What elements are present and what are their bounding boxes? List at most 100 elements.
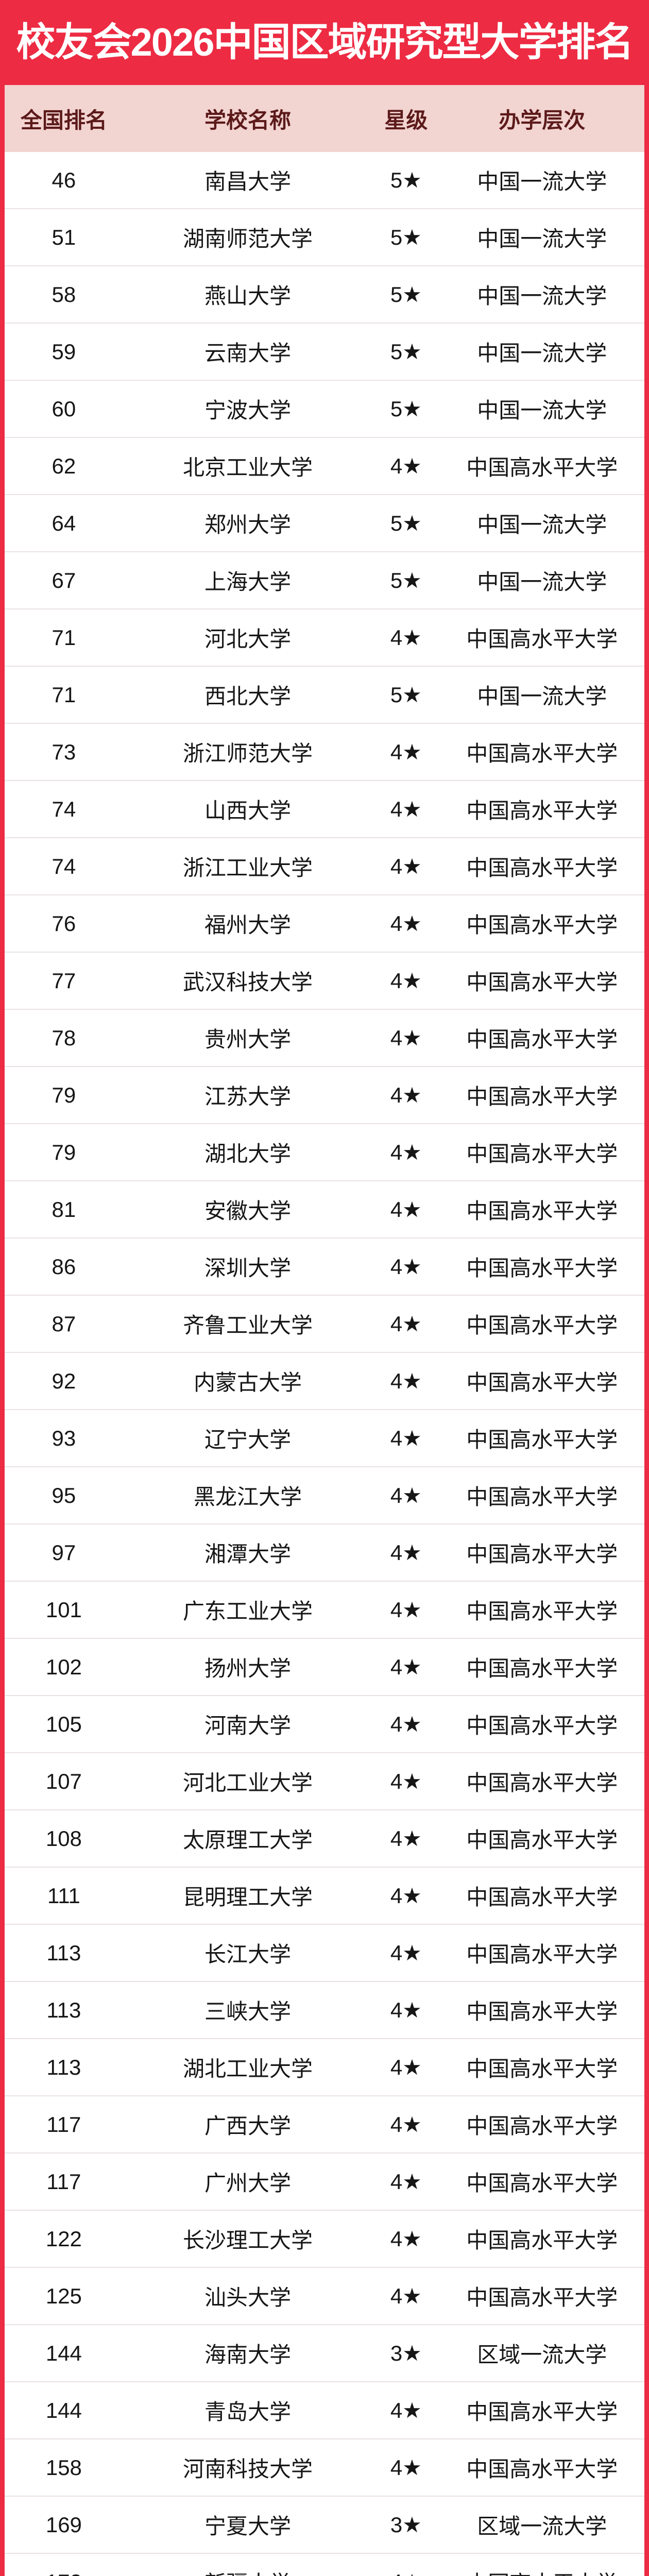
table-row: 169 宁夏大学 3★ 区域一流大学 xyxy=(5,2497,644,2554)
rank-cell: 117 xyxy=(46,2112,81,2137)
school-name-cell: 燕山大学 xyxy=(204,284,291,308)
rank-cell: 125 xyxy=(45,2283,82,2308)
star-rating-cell: 4★ xyxy=(390,454,422,478)
table-row: 74 浙江工业大学 4★ 中国高水平大学 xyxy=(5,838,644,895)
rank-cell: 79 xyxy=(52,1140,76,1164)
rank-cell: 62 xyxy=(52,453,76,478)
rank-cell: 113 xyxy=(46,1940,81,1965)
star-rating-cell: 4★ xyxy=(390,1712,422,1736)
level-cell: 中国一流大学 xyxy=(477,513,607,537)
rank-cell: 60 xyxy=(52,396,76,421)
star-rating-cell: 4★ xyxy=(390,1255,422,1279)
level-cell: 中国一流大学 xyxy=(477,684,607,708)
table-row: 102 扬州大学 4★ 中国高水平大学 xyxy=(5,1639,644,1696)
table-row: 111 昆明理工大学 4★ 中国高水平大学 xyxy=(5,1868,644,1925)
level-cell: 中国高水平大学 xyxy=(466,1656,618,1681)
table-row: 60 宁波大学 5★ 中国一流大学 xyxy=(5,381,644,438)
level-cell: 中国高水平大学 xyxy=(466,1942,618,1967)
table-row: 117 广西大学 4★ 中国高水平大学 xyxy=(5,2096,644,2154)
school-name-cell: 内蒙古大学 xyxy=(193,1370,302,1395)
rank-cell: 77 xyxy=(52,968,76,993)
table-row: 67 上海大学 5★ 中国一流大学 xyxy=(5,552,644,609)
school-name-cell: 广州大学 xyxy=(204,2171,291,2195)
table-row: 105 河南大学 4★ 中国高水平大学 xyxy=(5,1696,644,1753)
star-rating-cell: 5★ xyxy=(390,282,422,307)
level-cell: 中国一流大学 xyxy=(477,284,607,308)
school-name-cell: 北京工业大学 xyxy=(182,455,313,480)
star-rating-cell: 5★ xyxy=(390,568,422,592)
table-row: 62 北京工业大学 4★ 中国高水平大学 xyxy=(5,438,644,495)
table-row: 74 山西大学 4★ 中国高水平大学 xyxy=(5,781,644,838)
school-name-cell: 河北大学 xyxy=(204,627,291,651)
table-row: 76 福州大学 4★ 中国高水平大学 xyxy=(5,895,644,953)
table-row: 93 辽宁大学 4★ 中国高水平大学 xyxy=(5,1410,644,1467)
school-name-cell: 深圳大学 xyxy=(204,1256,291,1280)
rank-cell: 71 xyxy=(52,625,76,650)
school-name-cell: 河南科技大学 xyxy=(182,2457,313,2481)
level-cell: 中国高水平大学 xyxy=(466,2057,618,2081)
table-row: 71 西北大学 5★ 中国一流大学 xyxy=(5,667,644,724)
rank-cell: 78 xyxy=(52,1025,76,1050)
star-rating-cell: 4★ xyxy=(390,797,422,821)
school-name-cell: 上海大学 xyxy=(204,570,291,594)
level-cell: 中国高水平大学 xyxy=(466,1885,618,1909)
star-rating-cell: 5★ xyxy=(390,168,422,192)
school-name-cell: 海南大学 xyxy=(204,2343,291,2367)
level-cell: 区域一流大学 xyxy=(477,2343,607,2367)
school-name-cell: 长江大学 xyxy=(204,1942,291,1967)
rank-cell: 58 xyxy=(52,282,76,307)
rank-cell: 74 xyxy=(52,854,76,878)
star-rating-cell: 4★ xyxy=(390,1140,422,1164)
table-row: 73 浙江师范大学 4★ 中国高水平大学 xyxy=(5,724,644,781)
table-row: 95 黑龙江大学 4★ 中国高水平大学 xyxy=(5,1467,644,1524)
school-name-cell: 宁夏大学 xyxy=(204,2514,291,2538)
table-row: 71 河北大学 4★ 中国高水平大学 xyxy=(5,609,644,667)
level-cell: 中国高水平大学 xyxy=(466,1027,618,1052)
table-row: 144 海南大学 3★ 区域一流大学 xyxy=(5,2325,644,2382)
school-name-cell: 长沙理工大学 xyxy=(182,2228,313,2252)
star-rating-cell: 4★ xyxy=(390,854,422,878)
rank-cell: 158 xyxy=(45,2455,82,2480)
star-rating-cell: 4★ xyxy=(390,2055,422,2079)
page-title: 校友会2026中国区域研究型大学排名 xyxy=(16,20,634,64)
level-cell: 中国高水平大学 xyxy=(466,1771,618,1795)
rank-cell: 95 xyxy=(52,1483,76,1507)
school-name-cell: 贵州大学 xyxy=(204,1027,291,1052)
rank-cell: 46 xyxy=(52,167,76,192)
level-cell: 中国高水平大学 xyxy=(466,913,618,937)
school-name-cell: 云南大学 xyxy=(204,341,291,365)
school-name-cell: 福州大学 xyxy=(204,913,291,937)
school-name-cell: 太原理工大学 xyxy=(182,1828,313,1852)
rank-cell: 86 xyxy=(52,1254,76,1279)
star-rating-cell: 4★ xyxy=(390,1884,422,1908)
school-name-cell: 山西大学 xyxy=(204,799,291,823)
school-name-cell: 新疆大学 xyxy=(123,2566,372,2576)
star-rating-cell: 4★ xyxy=(390,2455,422,2480)
school-name-cell: 辽宁大学 xyxy=(204,1428,291,1452)
table-row: 77 武汉科技大学 4★ 中国高水平大学 xyxy=(5,953,644,1010)
rank-cell: 59 xyxy=(52,339,76,364)
rank-cell: 76 xyxy=(52,911,76,936)
school-name-cell: 湖南师范大学 xyxy=(182,227,313,251)
table-row: 107 河北工业大学 4★ 中国高水平大学 xyxy=(5,1753,644,1810)
star-rating-cell: 4★ xyxy=(390,1083,422,1107)
ranking-table: 全国排名 学校名称 星级 办学层次 46 南昌大学 5★ 中国一流大学 51 湖… xyxy=(5,85,644,2576)
table-row: 144 青岛大学 4★ 中国高水平大学 xyxy=(5,2382,644,2439)
rank-cell: 79 xyxy=(52,1082,76,1107)
school-name-cell: 宁波大学 xyxy=(204,398,291,422)
star-rating-cell: 5★ xyxy=(390,225,422,249)
rank-cell: 144 xyxy=(45,2341,82,2365)
star-rating-cell: 4★ xyxy=(390,625,422,650)
rank-cell: 105 xyxy=(45,1711,82,1736)
level-cell: 中国一流大学 xyxy=(477,227,607,251)
level-cell: 中国高水平大学 xyxy=(466,2285,618,2310)
column-header-national-rank: 全国排名 xyxy=(20,108,107,132)
rank-cell: 117 xyxy=(46,2169,81,2194)
table-row: 122 长沙理工大学 4★ 中国高水平大学 xyxy=(5,2211,644,2268)
school-name-cell: 三峡大学 xyxy=(204,1999,291,2024)
table-row: 79 湖北大学 4★ 中国高水平大学 xyxy=(5,1124,644,1181)
level-cell: 区域一流大学 xyxy=(477,2514,607,2538)
column-header-star-rating: 星级 xyxy=(384,108,428,132)
school-name-cell: 广西大学 xyxy=(204,2114,291,2138)
